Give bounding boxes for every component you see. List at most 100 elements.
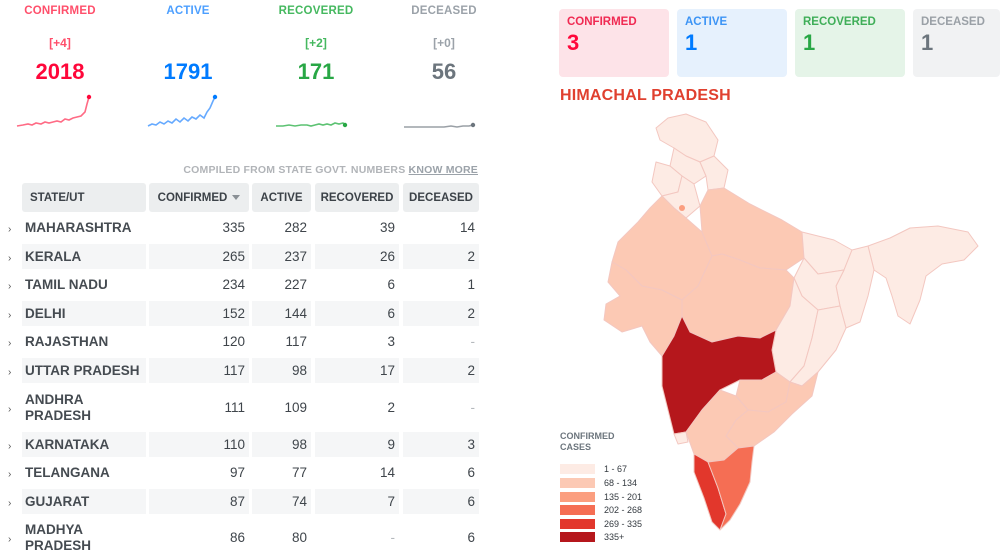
- deceased-cell: 2: [403, 301, 479, 326]
- chevron-right-icon[interactable]: ›: [8, 468, 12, 480]
- confirmed-cell: 152: [149, 301, 249, 326]
- counter-value: 2018: [35, 59, 85, 84]
- chevron-right-icon[interactable]: ›: [8, 252, 12, 264]
- chevron-right-icon[interactable]: ›: [8, 403, 12, 415]
- table-row[interactable]: › MADHYA PRADESH 86 80 - 6: [0, 518, 485, 557]
- confirmed-cell: 117: [149, 358, 249, 383]
- legend-label: 135 - 201: [604, 492, 643, 502]
- sparkline-active-icon: [147, 94, 218, 127]
- header-deceased[interactable]: DECEASED: [403, 183, 479, 212]
- state-name: MAHARASHTRA: [25, 219, 132, 235]
- region-confirmed-card: CONFIRMED 3: [559, 9, 669, 77]
- confirmed-cell: 86: [229, 530, 245, 545]
- legend-label: 269 - 335: [604, 519, 643, 529]
- table-row[interactable]: › DELHI 152 144 6 2: [0, 301, 485, 326]
- counter-value: 1791: [163, 59, 213, 84]
- confirmed-cell: 265: [149, 244, 249, 269]
- chevron-right-icon[interactable]: ›: [8, 337, 12, 349]
- chevron-right-icon[interactable]: ›: [8, 497, 12, 509]
- header-confirmed[interactable]: CONFIRMED: [149, 183, 249, 212]
- legend-title: CONFIRMED CASES: [560, 431, 615, 452]
- map-state-northeast[interactable]: [867, 225, 979, 325]
- table-row[interactable]: › ANDHRA PRADESH 111 109 2 -: [0, 387, 485, 428]
- chevron-right-icon[interactable]: ›: [8, 223, 12, 235]
- table-row[interactable]: › TELANGANA 97 77 14 6: [0, 460, 485, 485]
- recovered-cell: 2: [387, 400, 395, 415]
- confirmed-cell: 335: [222, 220, 245, 235]
- chevron-right-icon[interactable]: ›: [8, 280, 12, 292]
- table-row[interactable]: › UTTAR PRADESH 117 98 17 2: [0, 358, 485, 383]
- counter-label: DECEASED: [411, 5, 477, 17]
- state-name: MADHYA PRADESH: [25, 521, 92, 553]
- active-cell: 80: [291, 530, 307, 545]
- sparkline-deceased-icon: [404, 122, 476, 128]
- table-row[interactable]: › KERALA 265 237 26 2: [0, 244, 485, 269]
- chevron-right-icon[interactable]: ›: [8, 440, 12, 452]
- recovered-cell: 14: [379, 465, 395, 480]
- map-state-tamil-nadu[interactable]: [707, 445, 755, 531]
- card-value: 3: [567, 30, 580, 55]
- header-recovered-label: RECOVERED: [320, 191, 394, 204]
- counter-value: 171: [297, 59, 335, 84]
- map-state-uttarakhand[interactable]: [699, 155, 729, 191]
- map-state-delhi[interactable]: [679, 205, 685, 211]
- active-cell: 282: [284, 220, 307, 235]
- card-label: ACTIVE: [685, 16, 728, 28]
- region-title: HIMACHAL PRADESH: [560, 87, 731, 104]
- region-active-card: ACTIVE 1: [677, 9, 787, 77]
- deceased-cell: 3: [403, 432, 479, 457]
- counter-label: CONFIRMED: [24, 5, 96, 17]
- map-state-jammu-kashmir[interactable]: [655, 113, 719, 163]
- header-active-label: ACTIVE: [260, 191, 303, 204]
- state-name: DELHI: [22, 301, 146, 326]
- india-choropleth-map[interactable]: [590, 110, 990, 540]
- header-confirmed-label: CONFIRMED: [157, 191, 228, 204]
- state-name: UTTAR PRADESH: [22, 358, 146, 383]
- recovered-cell: 6: [315, 301, 399, 326]
- active-cell: 144: [252, 301, 311, 326]
- region-deceased-card: DECEASED 1: [913, 9, 1000, 77]
- map-legend: CONFIRMED CASES 1 - 67 68 - 134 135 - 20…: [560, 431, 642, 542]
- counter-label: RECOVERED: [278, 5, 354, 17]
- legend-label: 1 - 67: [604, 464, 628, 474]
- recovered-cell: 39: [379, 220, 395, 235]
- state-name: ANDHRA PRADESH: [25, 391, 92, 423]
- recovered-cell: -: [390, 530, 396, 545]
- table-row[interactable]: › MAHARASHTRA 335 282 39 14: [0, 215, 485, 240]
- active-cell: 109: [284, 400, 307, 415]
- card-value: 1: [685, 30, 698, 55]
- recovered-cell: 17: [315, 358, 399, 383]
- chevron-right-icon[interactable]: ›: [8, 533, 12, 545]
- active-cell: 98: [252, 432, 311, 457]
- deceased-cell: 2: [403, 358, 479, 383]
- map-state-gujarat[interactable]: [603, 261, 683, 357]
- table-row[interactable]: › GUJARAT 87 74 7 6: [0, 489, 485, 514]
- header-recovered[interactable]: RECOVERED: [315, 183, 399, 212]
- recovered-cell: 26: [315, 244, 399, 269]
- table-row[interactable]: › RAJASTHAN 120 117 3 -: [0, 329, 485, 354]
- active-cell: 117: [285, 334, 307, 349]
- counter-delta: [+0]: [433, 36, 455, 50]
- legend-swatch: [560, 519, 595, 529]
- counter-value: 56: [431, 59, 457, 84]
- state-name: TAMIL NADU: [25, 276, 108, 292]
- header-state-label: STATE/UT: [30, 191, 85, 204]
- legend-swatch: [560, 492, 595, 502]
- deceased-cell: 6: [467, 465, 475, 480]
- confirmed-cell: 111: [224, 400, 245, 415]
- card-label: RECOVERED: [803, 16, 876, 28]
- chevron-right-icon[interactable]: ›: [8, 366, 12, 378]
- map-state-goa[interactable]: [673, 431, 689, 445]
- chevron-right-icon[interactable]: ›: [8, 309, 12, 321]
- confirmed-cell: 87: [149, 489, 249, 514]
- table-row[interactable]: › KARNATAKA 110 98 9 3: [0, 432, 485, 457]
- card-value: 1: [921, 30, 934, 55]
- know-more-link[interactable]: KNOW MORE: [408, 164, 478, 176]
- legend-swatch: [560, 532, 595, 542]
- table-row[interactable]: › TAMIL NADU 234 227 6 1: [0, 272, 485, 297]
- sort-desc-icon: [232, 195, 241, 200]
- confirmed-cell: 234: [222, 277, 245, 292]
- active-cell: 74: [252, 489, 311, 514]
- header-state[interactable]: STATE/UT: [22, 183, 146, 212]
- header-active[interactable]: ACTIVE: [252, 183, 311, 212]
